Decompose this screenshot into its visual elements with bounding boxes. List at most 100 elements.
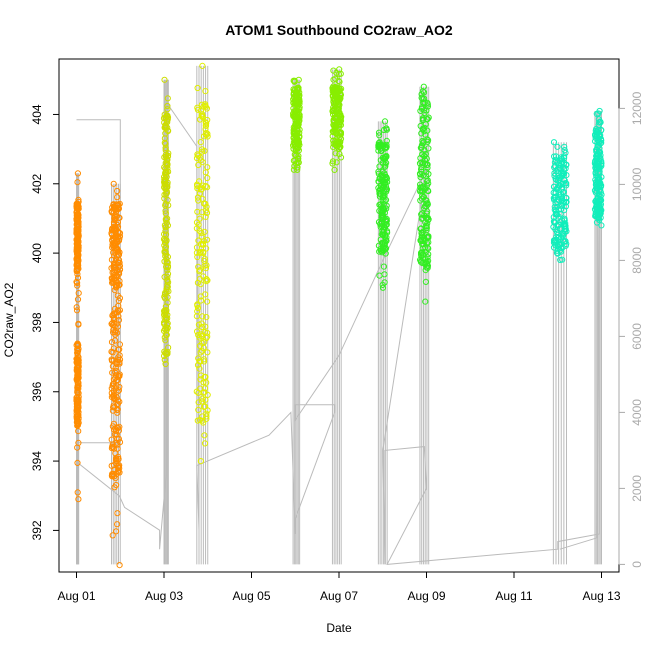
scatter-point bbox=[116, 278, 123, 285]
scatter-point bbox=[195, 355, 202, 362]
scatter-point bbox=[116, 266, 123, 273]
scatter-point bbox=[162, 216, 169, 223]
scatter-point bbox=[559, 202, 566, 209]
scatter-point bbox=[161, 195, 168, 202]
scatter-point bbox=[561, 143, 568, 150]
scatter-point bbox=[74, 399, 81, 406]
scatter-point bbox=[162, 210, 169, 217]
scatter-point bbox=[383, 137, 390, 144]
scatter-point bbox=[164, 320, 171, 327]
scatter-point bbox=[199, 347, 206, 354]
scatter-point bbox=[114, 187, 121, 195]
scatter-point bbox=[114, 388, 121, 395]
scatter-point bbox=[110, 180, 117, 187]
scatter-point bbox=[420, 193, 427, 201]
scatter-point bbox=[74, 282, 81, 289]
scatter-point bbox=[195, 406, 202, 413]
x-tick-label: Aug 01 bbox=[57, 589, 95, 603]
scatter-point bbox=[199, 159, 206, 166]
scatter-point bbox=[162, 303, 169, 310]
y-tick-label: 400 bbox=[30, 243, 44, 263]
scatter-point bbox=[335, 95, 342, 102]
scatter-point bbox=[562, 238, 569, 245]
scatter-point bbox=[203, 129, 210, 137]
scatter-point bbox=[73, 413, 80, 420]
scatter-point bbox=[551, 164, 558, 171]
scatter-point bbox=[598, 160, 605, 167]
scatter-point bbox=[425, 233, 432, 240]
scatter-point bbox=[418, 159, 425, 166]
scatter-point bbox=[195, 237, 202, 244]
scatter-point bbox=[162, 123, 169, 130]
scatter-point bbox=[375, 178, 382, 185]
scatter-point bbox=[115, 248, 122, 255]
scatter-point bbox=[560, 188, 568, 196]
scatter-point bbox=[329, 158, 337, 165]
scatter-point bbox=[112, 364, 119, 371]
scatter-point bbox=[555, 197, 562, 204]
scatter-point bbox=[116, 562, 123, 569]
scatter-point bbox=[199, 62, 206, 70]
scatter-point bbox=[380, 206, 387, 213]
scatter-point bbox=[592, 212, 600, 220]
scatter-point bbox=[418, 91, 425, 98]
scatter-point bbox=[331, 87, 338, 94]
scatter-point bbox=[113, 368, 120, 375]
scatter-point bbox=[74, 170, 82, 177]
scatter-point bbox=[161, 293, 168, 300]
scatter-point bbox=[382, 173, 389, 180]
y-tick-label: 404 bbox=[30, 104, 44, 124]
scatter-point bbox=[74, 367, 81, 374]
scatter-point bbox=[114, 238, 121, 245]
scatter-point bbox=[203, 314, 210, 321]
scatter-point bbox=[162, 181, 169, 188]
scatter-point bbox=[199, 248, 207, 255]
y2-tick-label: 10000 bbox=[630, 167, 644, 201]
scatter-point bbox=[550, 189, 557, 196]
scatter-point bbox=[204, 407, 211, 414]
scatter-point bbox=[164, 270, 172, 277]
scatter-point bbox=[194, 208, 201, 215]
scatter-point bbox=[114, 320, 121, 327]
scatter-point bbox=[109, 423, 117, 430]
scatter-point bbox=[553, 249, 561, 256]
scatter-point bbox=[378, 223, 385, 230]
scatter-point bbox=[161, 352, 168, 360]
scatter-point bbox=[381, 118, 389, 125]
scatter-point bbox=[112, 427, 120, 434]
scatter-point bbox=[109, 444, 117, 451]
scatter-point bbox=[162, 171, 169, 179]
scatter-point bbox=[161, 356, 168, 363]
scatter-point bbox=[424, 127, 431, 134]
scatter-point bbox=[295, 76, 302, 83]
scatter-point bbox=[558, 234, 565, 241]
scatter-point bbox=[162, 227, 169, 235]
scatter-point bbox=[74, 379, 81, 386]
scatter-point bbox=[421, 128, 428, 135]
scatter-point bbox=[379, 246, 386, 253]
scatter-point bbox=[110, 404, 117, 411]
scatter-point bbox=[418, 211, 425, 218]
scatter-point bbox=[375, 168, 382, 175]
scatter-point bbox=[563, 182, 570, 189]
scatter-point bbox=[113, 528, 120, 535]
scatter-point bbox=[113, 455, 120, 462]
scatter-point bbox=[74, 489, 81, 496]
scatter-point bbox=[417, 184, 424, 191]
scatter-point bbox=[204, 133, 211, 140]
scatter-point bbox=[162, 224, 169, 231]
scatter-point bbox=[201, 432, 208, 439]
scatter-point bbox=[74, 248, 81, 255]
y2-tick-label: 6000 bbox=[630, 323, 644, 350]
scatter-point bbox=[380, 239, 387, 246]
scatter-point bbox=[334, 105, 341, 112]
scatter-point bbox=[379, 213, 386, 220]
scatter-point bbox=[592, 169, 599, 176]
scatter-point bbox=[164, 156, 171, 163]
scatter-point bbox=[380, 126, 388, 134]
scatter-point bbox=[291, 97, 299, 104]
scatter-point bbox=[199, 111, 206, 118]
scatter-point bbox=[597, 196, 604, 203]
scatter-point bbox=[198, 323, 206, 331]
y-tick-label: 402 bbox=[30, 173, 44, 193]
